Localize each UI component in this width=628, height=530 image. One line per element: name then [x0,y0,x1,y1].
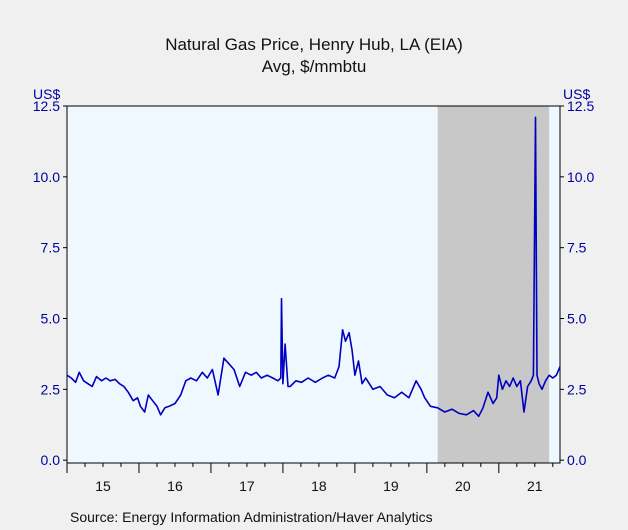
price-line [66,116,561,418]
y-tick-label-right: 12.5 [567,98,594,114]
y-axis-unit-right: US$ [563,86,591,102]
y-tick-label-left: 12.5 [33,98,60,114]
y-tick-label-left: 0.0 [41,452,61,468]
y-tick-label-right: 5.0 [567,311,587,327]
y-axis-unit-left: US$ [33,86,61,102]
x-tick-label: 17 [239,478,255,494]
y-tick-label-right: 7.5 [567,240,587,256]
recession-shade [437,106,550,463]
x-tick-label: 19 [383,478,399,494]
y-tick-label-left: 10.0 [33,169,60,185]
y-tick-label-left: 2.5 [41,381,61,397]
y-tick-label-left: 7.5 [41,240,61,256]
x-tick-label: 20 [455,478,471,494]
chart-subtitle: Avg, $/mmbtu [261,57,367,76]
y-tick-label-left: 5.0 [41,311,61,327]
x-tick-label: 15 [95,478,111,494]
x-tick-label: 18 [311,478,327,494]
x-tick-label: 16 [167,478,183,494]
x-tick-label: 21 [527,478,543,494]
source-note: Source: Energy Information Administratio… [70,509,433,525]
y-tick-label-right: 0.0 [567,452,587,468]
y-tick-label-right: 2.5 [567,381,587,397]
chart-title: Natural Gas Price, Henry Hub, LA (EIA) [165,35,463,54]
y-tick-label-right: 10.0 [567,169,594,185]
